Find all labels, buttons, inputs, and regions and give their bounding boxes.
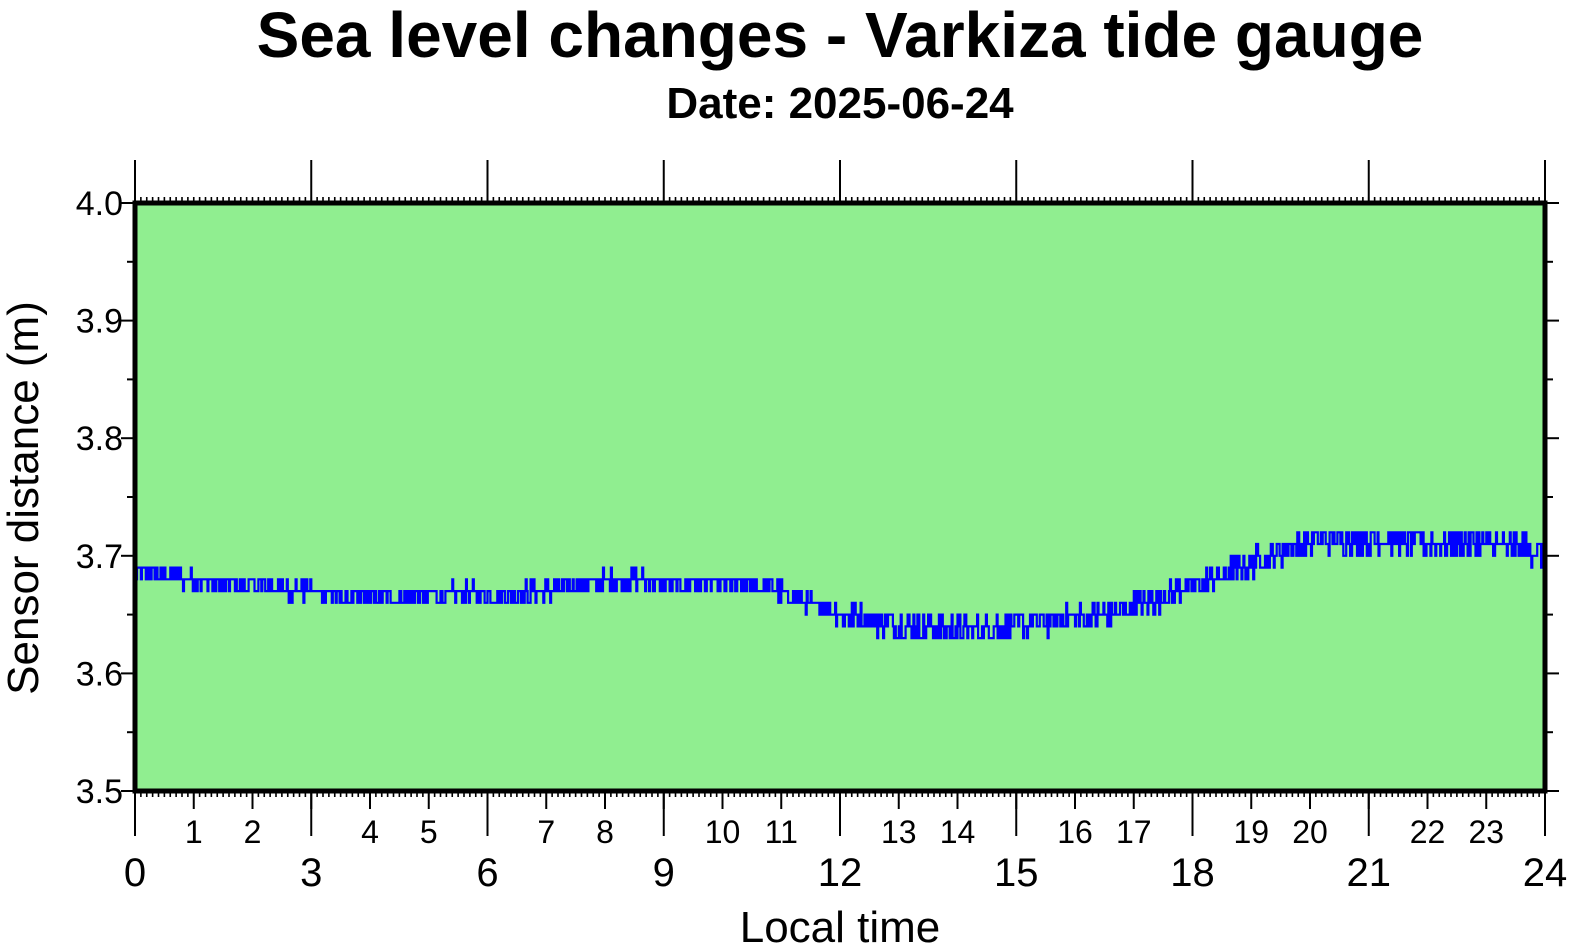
x-major-tick-label: 0 — [124, 851, 146, 895]
y-tick-label: 3.8 — [76, 420, 123, 458]
plot-background — [135, 203, 1545, 791]
x-axis-label: Local time — [740, 903, 941, 950]
x-minor-tick-label: 16 — [1057, 814, 1093, 850]
x-minor-tick-label: 17 — [1116, 814, 1152, 850]
x-minor-tick-label: 19 — [1233, 814, 1269, 850]
x-minor-tick-label: 2 — [244, 814, 262, 850]
y-axis-label: Sensor distance (m) — [0, 301, 48, 695]
x-minor-tick-label: 20 — [1292, 814, 1328, 850]
x-major-tick-label: 12 — [818, 851, 863, 895]
x-minor-tick-label: 22 — [1410, 814, 1446, 850]
x-minor-tick-label: 7 — [537, 814, 555, 850]
x-minor-tick-label: 4 — [361, 814, 379, 850]
chart-title: Sea level changes - Varkiza tide gauge — [257, 0, 1424, 71]
x-major-tick-label: 6 — [476, 851, 498, 895]
chart-subtitle: Date: 2025-06-24 — [666, 79, 1014, 128]
x-major-tick-label: 21 — [1347, 851, 1392, 895]
y-tick-label: 3.6 — [76, 655, 123, 693]
x-minor-tick-labels: 1 2 4 5 7 8 10 11 13 14 16 17 19 20 22 23 — [185, 814, 1504, 850]
x-minor-tick-label: 23 — [1468, 814, 1504, 850]
x-major-tick-label: 15 — [994, 851, 1039, 895]
y-tick-label: 4.0 — [76, 185, 123, 223]
x-minor-tick-label: 13 — [881, 814, 917, 850]
x-minor-tick-label: 10 — [705, 814, 741, 850]
plot-frame — [132, 200, 1548, 794]
x-minor-tick-label: 8 — [596, 814, 614, 850]
x-major-tick-label: 9 — [653, 851, 675, 895]
x-major-tick-label: 3 — [300, 851, 322, 895]
x-minor-tick-label: 1 — [185, 814, 203, 850]
x-major-tick-label: 24 — [1523, 851, 1568, 895]
y-tick-label: 3.5 — [76, 773, 123, 811]
y-tick-labels: 3.5 3.6 3.7 3.8 3.9 4.0 — [76, 185, 123, 811]
x-minor-tick-label: 11 — [765, 814, 798, 850]
y-tick-label: 3.7 — [76, 538, 123, 576]
series-layer — [134, 531, 1546, 640]
series-line — [134, 531, 1546, 640]
y-tick-label: 3.9 — [76, 303, 123, 341]
x-minor-tick-label: 5 — [420, 814, 438, 850]
x-minor-tick-label: 14 — [940, 814, 976, 850]
x-major-tick-label: 18 — [1170, 851, 1215, 895]
major-ticks — [121, 160, 1559, 836]
x-major-tick-labels: 0 3 6 9 12 15 18 21 24 — [124, 851, 1567, 895]
